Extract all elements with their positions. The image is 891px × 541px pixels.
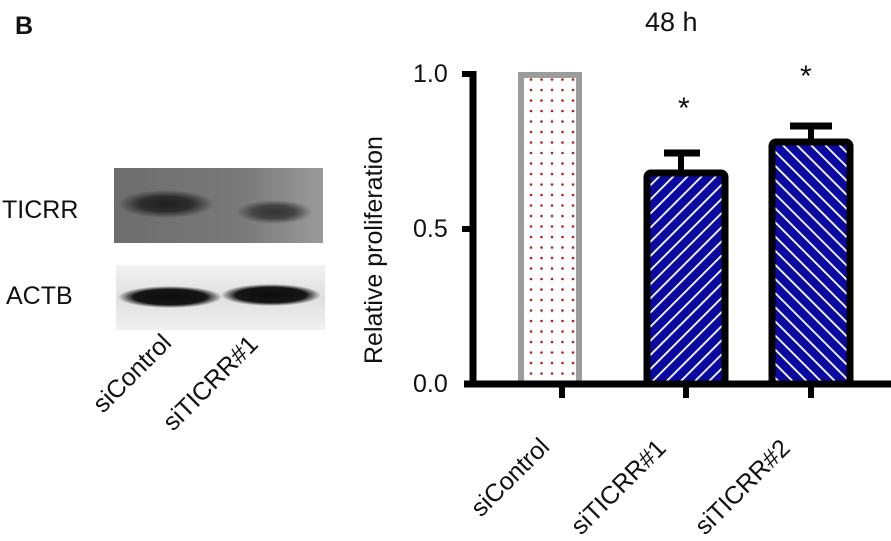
y-tick-label-0-0: 0.0: [413, 370, 448, 398]
blot-image-ticrr: [114, 168, 323, 243]
blot-row-label-ticrr: TICRR: [2, 196, 79, 224]
bar-sicontrol: [518, 72, 582, 387]
significance-star-siticrr1: *: [678, 92, 690, 125]
significance-star-siticrr2: *: [800, 60, 812, 93]
blot-row-label-actb: ACTB: [6, 282, 73, 310]
bar-chart: [462, 71, 891, 398]
blot-image-actb: [116, 265, 325, 330]
bar-siticrr2: [768, 138, 854, 388]
chart-title: 48 h: [645, 7, 698, 37]
panel-letter: B: [15, 12, 34, 40]
y-tick-label-0-5: 0.5: [413, 215, 448, 243]
y-axis-label: Relative proliferation: [360, 136, 388, 364]
bar-siticrr1: [643, 169, 729, 388]
y-tick-label-1-0: 1.0: [413, 60, 448, 88]
